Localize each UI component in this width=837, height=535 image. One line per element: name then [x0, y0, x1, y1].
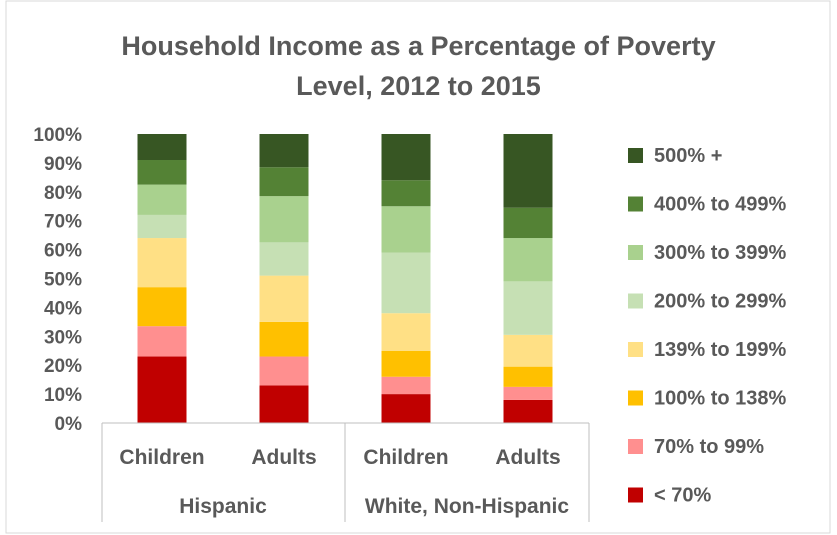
bar-segment [259, 356, 309, 386]
legend-swatch [628, 196, 643, 212]
bar-segment [259, 167, 309, 197]
x-category-label: Children [119, 446, 204, 469]
y-tick-label: 100% [33, 125, 82, 146]
legend-swatch [628, 148, 643, 163]
bar-segment [503, 334, 553, 367]
legend-swatch [628, 342, 643, 357]
bar-segment [137, 160, 187, 185]
y-tick-label: 60% [44, 241, 82, 262]
bar-segment [259, 275, 309, 322]
legend-label: 300% to 399% [654, 242, 787, 264]
y-tick-label: 20% [44, 356, 82, 377]
bar-segment [381, 376, 431, 395]
x-category-label: Children [363, 446, 448, 469]
bar-segment [137, 184, 187, 215]
legend-swatch [628, 439, 643, 454]
y-tick-label: 10% [44, 385, 82, 406]
y-tick-label: 70% [44, 212, 82, 233]
x-group-label: White, Non-Hispanic [365, 495, 569, 518]
bar-segment [503, 134, 553, 208]
bar-segment [503, 281, 553, 335]
y-tick-label: 90% [44, 154, 82, 175]
bar-segment [381, 252, 431, 314]
x-group-label: Hispanic [179, 495, 267, 518]
bar-segment [503, 238, 553, 282]
bar-segment [137, 134, 187, 161]
bar-segment [137, 214, 187, 239]
bar-segment [137, 356, 187, 423]
legend-swatch [628, 390, 643, 406]
bar-segment [381, 134, 431, 181]
bar-segment [381, 313, 431, 351]
x-category-label: Adults [495, 446, 560, 469]
chart-border [5, 0, 831, 534]
legend-label: 70% to 99% [654, 436, 764, 458]
x-category-label: Adults [251, 446, 316, 469]
bar-segment [381, 206, 431, 253]
y-tick-label: 0% [55, 414, 83, 435]
legend-swatch [628, 487, 643, 503]
bar-segment [381, 394, 431, 423]
legend-label: 500% + [654, 145, 722, 167]
legend-swatch [628, 245, 643, 260]
bar-segment [137, 287, 187, 327]
y-tick-label: 40% [44, 298, 82, 319]
y-tick-label: 50% [44, 270, 82, 291]
bar-segment [259, 385, 309, 423]
y-tick-label: 30% [44, 327, 82, 348]
bar-segment [503, 366, 553, 387]
bar-segment [137, 238, 187, 288]
bar-segment [503, 399, 553, 423]
bar-segment [259, 134, 309, 168]
y-tick-label: 80% [44, 183, 82, 204]
chart-title-line-2: Level, 2012 to 2015 [296, 71, 541, 101]
bar-segment [259, 242, 309, 276]
legend-label: 100% to 138% [654, 388, 787, 410]
legend-swatch [628, 293, 643, 309]
legend-label: < 70% [654, 485, 711, 507]
legend-label: 139% to 199% [654, 339, 787, 361]
legend-label: 200% to 299% [654, 291, 787, 313]
bar-segment [259, 196, 309, 243]
bar-segment [381, 180, 431, 207]
bar-segment [381, 350, 431, 377]
chart-title-line-1: Household Income as a Percentage of Pove… [121, 31, 716, 61]
bar-segment [503, 386, 553, 400]
bar-segment [503, 207, 553, 239]
bar-segment [137, 326, 187, 357]
legend-label: 400% to 499% [654, 194, 787, 216]
bar-segment [259, 321, 309, 357]
